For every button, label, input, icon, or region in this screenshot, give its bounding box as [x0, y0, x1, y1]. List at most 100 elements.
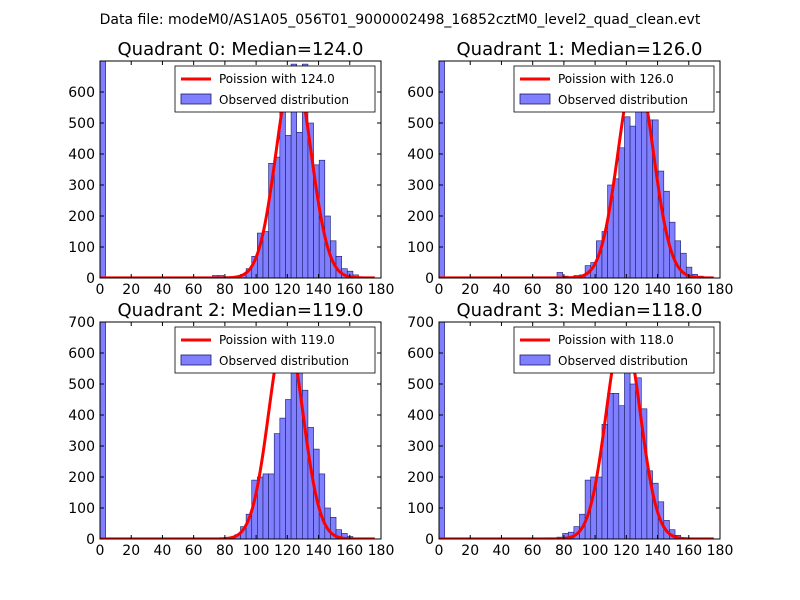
- x-tick-label: 40: [154, 543, 172, 559]
- x-tick-label: 140: [305, 543, 332, 559]
- x-tick-label: 140: [644, 543, 671, 559]
- y-tick-label: 400: [407, 147, 434, 163]
- quadrant-2-title: Quadrant 2: Median=119.0: [118, 300, 364, 321]
- y-tick-label: 0: [425, 271, 434, 287]
- histogram-bar: [100, 322, 106, 539]
- legend-curve-label: Poission with 124.0: [219, 72, 335, 86]
- quadrant-2-plot-area: [100, 322, 376, 539]
- x-tick-label: 100: [582, 543, 609, 559]
- y-tick-label: 500: [407, 116, 434, 132]
- y-tick-label: 300: [407, 439, 434, 455]
- y-tick-label: 600: [68, 85, 95, 101]
- histogram-bar: [556, 272, 563, 278]
- legend-bar-swatch: [180, 93, 212, 105]
- y-tick-label: 600: [407, 85, 434, 101]
- x-tick-label: 180: [368, 282, 395, 298]
- x-tick-label: 140: [305, 282, 332, 298]
- y-tick-label: 0: [425, 532, 434, 548]
- x-tick-label: 20: [461, 543, 479, 559]
- histogram-bar: [439, 322, 445, 539]
- x-tick-label: 80: [216, 282, 234, 298]
- legend-curve-label: Poission with 126.0: [558, 72, 674, 86]
- chart-panels: 0 20 40 60 80 100 120 140 160 1800100200300400500…: [68, 39, 733, 559]
- legend-bar-swatch: [519, 93, 551, 105]
- legend: Poission with 126.0 Observed distribution: [513, 65, 715, 113]
- histogram-bar: [596, 476, 603, 539]
- legend-bar-swatch: [180, 354, 212, 366]
- x-tick-label: 40: [154, 282, 172, 298]
- y-tick-label: 100: [68, 240, 95, 256]
- y-tick-label: 200: [407, 209, 434, 225]
- histogram-bar: [618, 147, 625, 278]
- x-tick-label: 160: [336, 282, 363, 298]
- x-tick-label: 60: [524, 543, 542, 559]
- y-tick-label: 200: [407, 470, 434, 486]
- x-tick-label: 80: [555, 543, 573, 559]
- y-tick-label: 500: [68, 116, 95, 132]
- histogram-bar: [285, 135, 292, 278]
- y-tick-label: 700: [68, 315, 95, 331]
- y-tick-label: 100: [407, 501, 434, 517]
- legend-bar-swatch: [519, 354, 551, 366]
- legend-bar-label: Observed distribution: [219, 354, 349, 368]
- histogram-bar: [618, 405, 625, 539]
- y-tick-label: 400: [68, 408, 95, 424]
- histogram-bar: [607, 392, 614, 539]
- x-tick-label: 120: [613, 282, 640, 298]
- x-tick-label: 0: [435, 543, 444, 559]
- y-tick-label: 500: [68, 377, 95, 393]
- histogram-bar: [629, 125, 637, 278]
- axes-frame: [438, 321, 721, 540]
- y-tick-label: 0: [86, 532, 95, 548]
- legend-curve-label: Poission with 119.0: [219, 333, 335, 347]
- x-tick-label: 100: [582, 282, 609, 298]
- quadrant-3-title: Quadrant 3: Median=118.0: [457, 300, 703, 321]
- y-tick-label: 500: [407, 377, 434, 393]
- x-tick-label: 100: [243, 543, 270, 559]
- quadrant-1-title: Quadrant 1: Median=126.0: [457, 39, 703, 60]
- quadrant-0-chart: 0 20 40 60 80 100 120 140 160 1800100200300400500…: [68, 39, 394, 298]
- legend: Poission with 124.0 Observed distribution: [174, 65, 376, 113]
- y-tick-label: 100: [68, 501, 95, 517]
- histogram-bar: [262, 231, 269, 278]
- legend-bar-label: Observed distribution: [219, 93, 349, 107]
- y-tick-label: 700: [407, 315, 434, 331]
- x-tick-label: 40: [493, 543, 511, 559]
- x-tick-label: 20: [461, 282, 479, 298]
- x-tick-label: 120: [274, 282, 301, 298]
- quadrant-1-plot-area: [439, 61, 715, 278]
- y-tick-label: 200: [68, 470, 95, 486]
- x-tick-label: 160: [675, 282, 702, 298]
- quadrant-3-plot-area: [439, 322, 715, 539]
- x-tick-label: 0: [96, 543, 105, 559]
- histogram-bar: [290, 355, 297, 539]
- x-tick-label: 40: [493, 282, 511, 298]
- x-tick-label: 0: [96, 282, 105, 298]
- x-tick-label: 60: [524, 282, 542, 298]
- histogram-bar: [296, 132, 303, 278]
- x-tick-label: 120: [613, 543, 640, 559]
- histogram-bar: [268, 473, 275, 539]
- legend-curve-label: Poission with 118.0: [558, 333, 674, 347]
- histogram-bar: [612, 178, 620, 278]
- axes-frame: [438, 60, 721, 279]
- x-tick-label: 120: [274, 543, 301, 559]
- x-tick-label: 0: [435, 282, 444, 298]
- legend-bar-label: Observed distribution: [558, 354, 688, 368]
- histogram-bar: [273, 156, 281, 278]
- y-tick-label: 400: [68, 147, 95, 163]
- x-tick-label: 140: [644, 282, 671, 298]
- axes-frame: [99, 60, 382, 279]
- y-tick-label: 300: [68, 178, 95, 194]
- quadrant-0-title: Quadrant 0: Median=124.0: [118, 39, 364, 60]
- histogram-bar: [100, 61, 106, 278]
- histogram-bar: [629, 383, 637, 539]
- histogram-bar: [439, 61, 445, 278]
- y-tick-label: 0: [86, 271, 95, 287]
- histogram-bar: [285, 399, 292, 539]
- x-tick-label: 180: [707, 282, 734, 298]
- figure-suptitle: Data file: modeM0/AS1A05_056T01_90000024…: [100, 12, 701, 28]
- y-tick-label: 300: [68, 439, 95, 455]
- histogram-bar: [624, 116, 631, 278]
